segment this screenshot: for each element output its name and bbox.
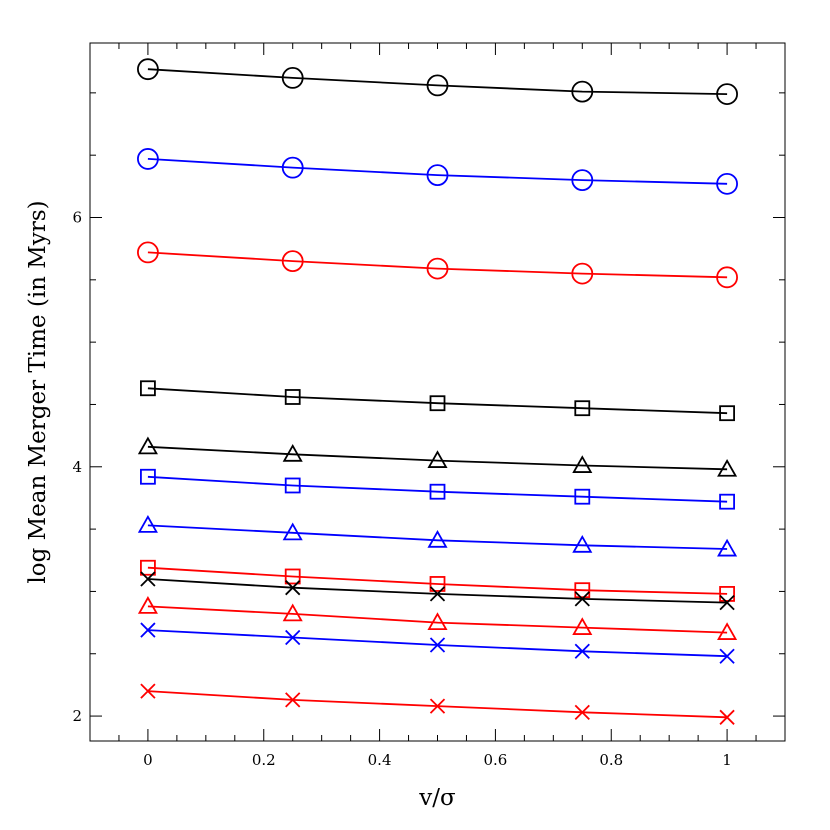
- series-line: [147, 524, 728, 550]
- data-point-square: [719, 405, 735, 422]
- axis-ticks: [89, 43, 786, 741]
- data-point-square: [574, 400, 591, 417]
- series-circle: [137, 241, 738, 289]
- data-point-circle: [281, 156, 304, 179]
- y-tick-label: 2: [72, 707, 82, 725]
- data-point-triangle: [572, 455, 593, 473]
- data-point-triangle: [282, 522, 303, 541]
- x-tick-label: 0.2: [252, 751, 276, 769]
- data-point-cross: [719, 648, 735, 664]
- data-point-square: [429, 576, 446, 592]
- x-tick-label: 0.8: [599, 751, 623, 769]
- data-point-square: [284, 477, 301, 494]
- data-point-triangle: [427, 529, 448, 548]
- data-point-triangle: [717, 538, 738, 557]
- series-line: [147, 566, 728, 595]
- data-point-cross: [429, 637, 446, 653]
- data-point-square: [284, 389, 301, 405]
- data-point-cross: [719, 709, 735, 725]
- data-point-triangle: [137, 515, 158, 533]
- data-point-cross: [574, 643, 590, 659]
- series-line: [147, 387, 728, 415]
- data-point-circle: [716, 172, 738, 195]
- x-tick-label: 0.4: [368, 751, 392, 769]
- series-square: [140, 559, 735, 602]
- series-line: [147, 251, 728, 279]
- data-point-triangle: [137, 436, 158, 455]
- data-point-triangle: [282, 603, 303, 622]
- series-triangle: [137, 436, 738, 477]
- data-point-circle: [137, 58, 159, 81]
- data-point-square: [574, 488, 591, 505]
- series-triangle: [137, 596, 738, 640]
- data-point-square: [429, 395, 446, 412]
- data-point-circle: [426, 164, 449, 187]
- data-point-square: [574, 582, 591, 599]
- series-cross: [140, 571, 735, 611]
- data-point-cross: [285, 629, 301, 646]
- tick-labels: 0 0.2 0.4 0.6 0.8 1 2 4 6: [72, 209, 731, 770]
- series-square: [140, 380, 735, 422]
- data-point-cross: [140, 683, 156, 699]
- series-circle: [137, 58, 738, 106]
- data-point-cross: [429, 586, 446, 602]
- data-point-circle: [716, 266, 738, 289]
- series-square: [140, 468, 735, 510]
- data-point-circle: [571, 262, 594, 285]
- x-tick-label: 0.6: [483, 751, 507, 769]
- data-point-triangle: [717, 458, 738, 477]
- y-axis-title: log Mean Merger Time (in Myrs): [25, 200, 51, 583]
- data-point-triangle: [137, 596, 158, 614]
- series-triangle: [137, 515, 738, 557]
- series-cross: [140, 683, 735, 725]
- data-point-cross: [285, 692, 301, 708]
- data-point-circle: [137, 241, 159, 264]
- data-point-cross: [140, 622, 156, 638]
- series-circle: [137, 148, 738, 195]
- data-point-triangle: [572, 534, 593, 553]
- data-point-cross: [285, 580, 301, 596]
- data-point-square: [719, 493, 735, 510]
- data-point-cross: [574, 704, 590, 720]
- y-tick-label: 4: [72, 458, 82, 476]
- data-point-circle: [281, 67, 304, 89]
- data-point-square: [284, 568, 301, 585]
- series-line: [147, 475, 728, 503]
- data-point-circle: [426, 74, 449, 97]
- data-point-square: [140, 380, 156, 397]
- data-point-triangle: [572, 617, 593, 635]
- data-point-triangle: [427, 612, 448, 630]
- data-point-cross: [140, 571, 156, 587]
- x-tick-label: 0: [143, 751, 153, 769]
- data-point-square: [140, 468, 156, 485]
- series-line: [147, 605, 728, 634]
- series-line: [147, 629, 728, 658]
- data-point-circle: [716, 83, 738, 106]
- series-line: [147, 158, 728, 185]
- data-point-square: [719, 586, 735, 602]
- data-point-cross: [429, 698, 446, 714]
- data-point-cross: [574, 591, 590, 607]
- data-point-triangle: [717, 622, 738, 640]
- series-layer: [137, 58, 738, 725]
- plot-frame: [89, 42, 786, 742]
- data-point-triangle: [427, 450, 448, 468]
- y-tick-label: 6: [72, 209, 82, 227]
- data-point-triangle: [282, 443, 303, 462]
- data-point-circle: [426, 257, 449, 280]
- data-point-circle: [137, 148, 159, 170]
- data-point-square: [140, 559, 156, 576]
- data-point-cross: [719, 595, 735, 611]
- data-point-circle: [571, 169, 594, 192]
- data-point-square: [429, 483, 446, 500]
- data-point-circle: [281, 250, 304, 273]
- x-tick-label: 1: [722, 751, 732, 769]
- series-cross: [140, 622, 735, 664]
- data-point-circle: [571, 80, 594, 103]
- x-axis-title: v/σ: [418, 785, 456, 811]
- series-line: [147, 68, 728, 95]
- series-line: [147, 690, 728, 719]
- series-line: [147, 445, 728, 471]
